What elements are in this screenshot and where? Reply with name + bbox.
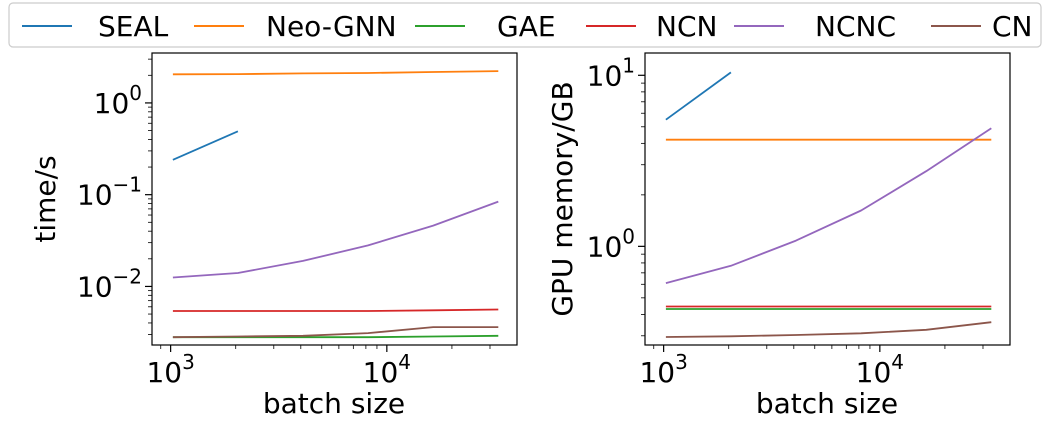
memory-chart-series <box>665 71 992 338</box>
memory-chart-line-seal <box>665 71 732 121</box>
legend-label-seal: SEAL <box>98 10 169 43</box>
time-chart-x-tick-label: 104 <box>363 350 411 389</box>
memory-chart-line-cn <box>665 321 992 338</box>
legend-label-neo-gnn: Neo-GNN <box>266 10 397 43</box>
memory-chart-x-tick-label: 103 <box>639 350 687 389</box>
legend-label-cn: CN <box>992 10 1033 43</box>
time-chart-line-seal <box>172 130 239 161</box>
memory-chart: 103 104 101 100 batch size GPU memory/GB <box>546 52 1011 420</box>
legend-label-ncnc: NCNC <box>815 10 896 43</box>
memory-chart-x-axis-label: batch size <box>756 387 898 420</box>
time-chart-x-tick-label: 103 <box>146 350 194 389</box>
memory-chart-y-tick-label: 101 <box>587 53 635 92</box>
time-chart-line-ncnc <box>172 200 499 279</box>
memory-chart-y-tick-label: 100 <box>587 224 635 263</box>
time-chart-ticks: 103 104 100 10−1 10−2 <box>77 58 491 389</box>
memory-chart-x-tick-label: 104 <box>856 350 904 389</box>
time-chart-series <box>172 70 499 339</box>
memory-chart-plot-frame <box>644 52 1011 346</box>
memory-chart-y-axis-label: GPU memory/GB <box>546 81 579 316</box>
time-chart-y-tick-label: 100 <box>94 81 142 120</box>
legend-frame <box>8 2 1042 48</box>
time-chart-y-axis-label: time/s <box>29 155 62 242</box>
legend: SEAL Neo-GNN GAE NCN NCNC CN <box>8 2 1042 48</box>
time-chart-y-tick-label: 10−2 <box>77 264 142 303</box>
time-chart-line-cn <box>172 326 499 339</box>
time-chart: 103 104 100 10−1 10−2 batch size time/s <box>29 52 518 420</box>
time-chart-line-neo-gnn <box>172 70 499 76</box>
time-chart-line-ncn <box>172 308 499 312</box>
memory-chart-ticks: 103 104 101 100 <box>587 53 984 389</box>
time-chart-plot-frame <box>151 52 518 346</box>
legend-label-gae: GAE <box>497 10 556 43</box>
time-chart-x-axis-label: batch size <box>263 387 405 420</box>
memory-chart-line-ncnc <box>665 127 992 284</box>
legend-label-ncn: NCN <box>656 10 717 43</box>
time-chart-y-tick-label: 10−1 <box>77 173 142 212</box>
